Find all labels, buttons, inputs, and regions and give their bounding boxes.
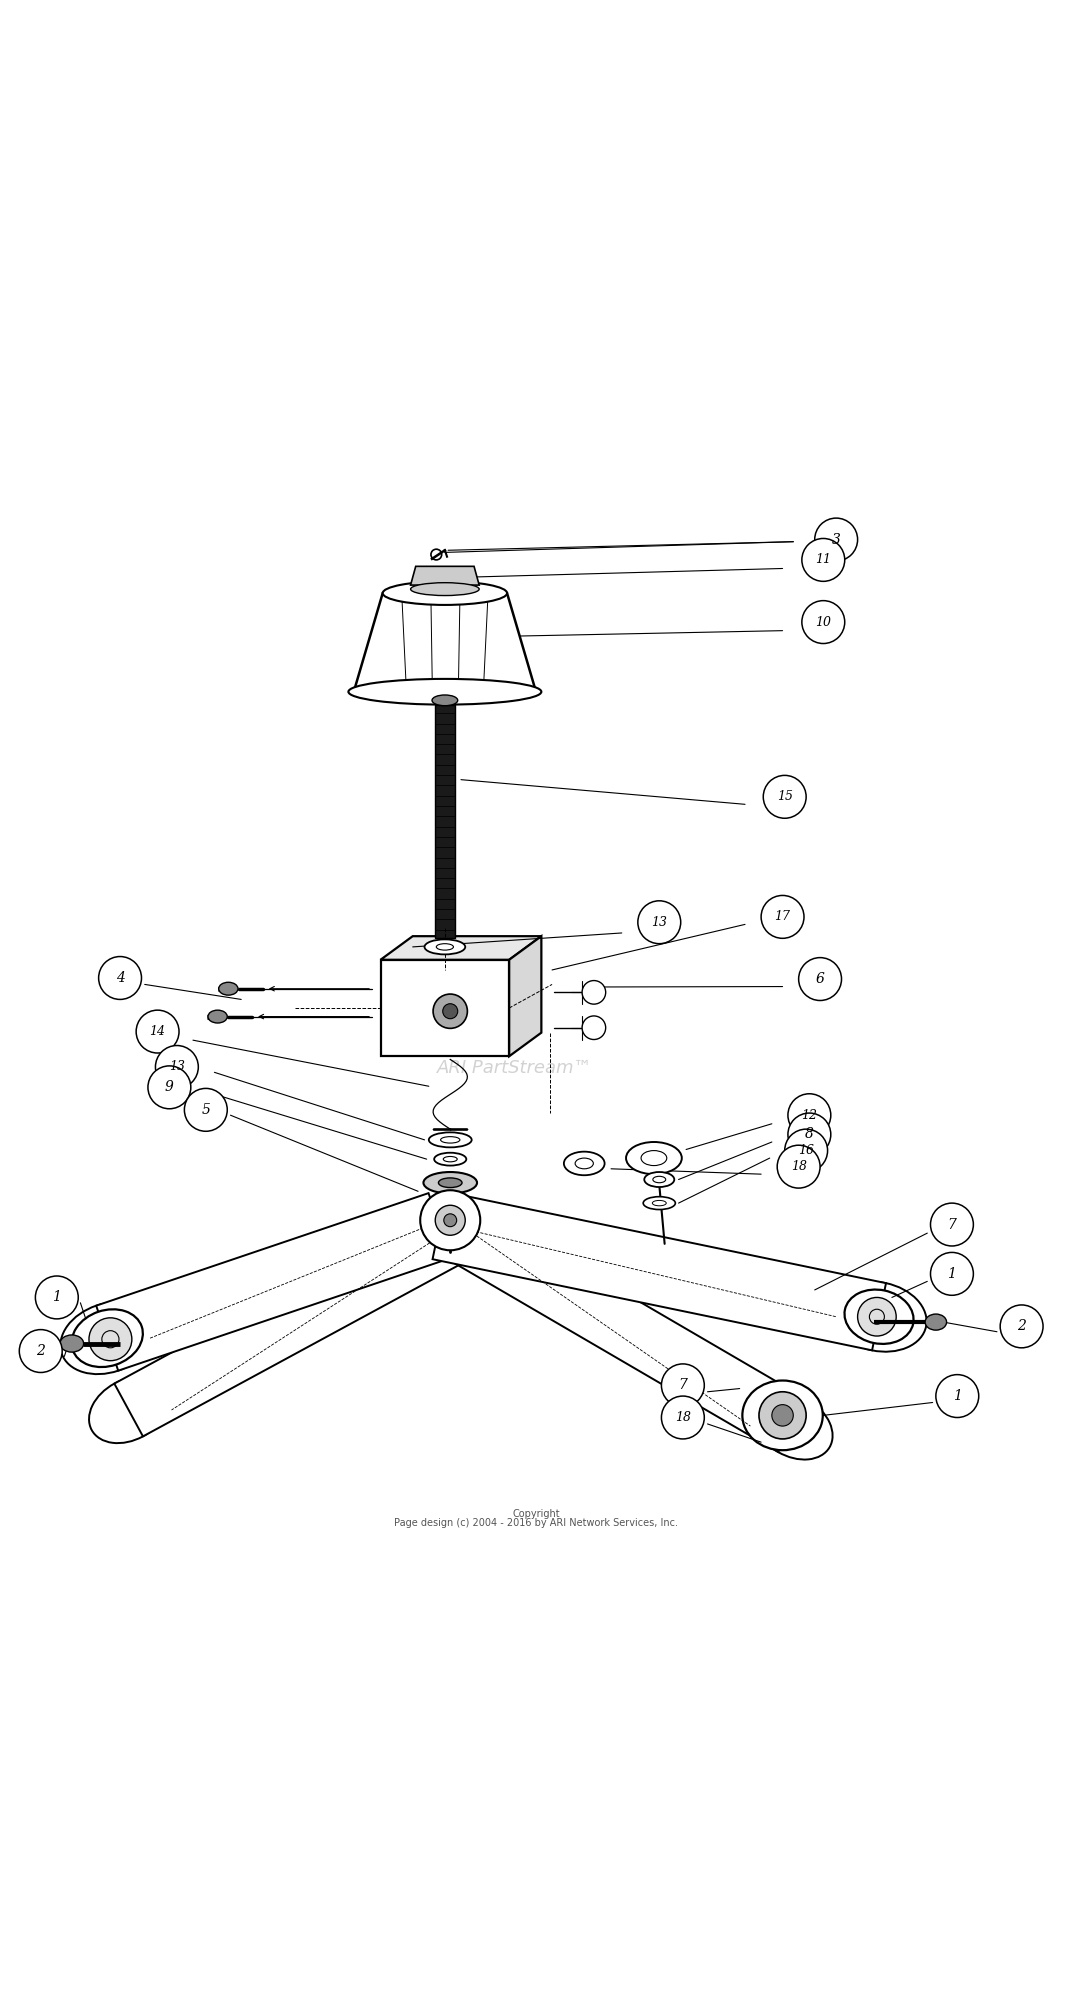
Circle shape: [772, 1405, 793, 1425]
Circle shape: [155, 1046, 198, 1089]
Circle shape: [858, 1298, 896, 1337]
Ellipse shape: [60, 1335, 84, 1353]
Ellipse shape: [432, 696, 458, 706]
Polygon shape: [444, 1206, 808, 1452]
Ellipse shape: [348, 679, 541, 706]
Text: 2: 2: [36, 1345, 45, 1359]
Polygon shape: [96, 1193, 450, 1371]
Text: 10: 10: [816, 615, 831, 629]
Ellipse shape: [626, 1141, 682, 1173]
Circle shape: [788, 1095, 831, 1137]
Circle shape: [582, 1016, 606, 1040]
Ellipse shape: [219, 982, 238, 996]
Text: 18: 18: [791, 1159, 806, 1173]
Circle shape: [433, 994, 467, 1028]
Circle shape: [184, 1089, 227, 1131]
Ellipse shape: [644, 1171, 674, 1187]
Circle shape: [788, 1113, 831, 1155]
Circle shape: [443, 1004, 458, 1018]
Circle shape: [930, 1204, 973, 1246]
Circle shape: [444, 1214, 457, 1226]
Text: 9: 9: [165, 1081, 174, 1095]
Circle shape: [661, 1395, 704, 1439]
Polygon shape: [435, 706, 455, 937]
Text: 6: 6: [816, 972, 824, 986]
Text: 18: 18: [675, 1411, 690, 1423]
Text: 13: 13: [652, 915, 667, 929]
Text: 12: 12: [802, 1109, 817, 1121]
Polygon shape: [115, 1206, 473, 1435]
Ellipse shape: [434, 1153, 466, 1165]
Circle shape: [435, 1206, 465, 1236]
Circle shape: [815, 518, 858, 560]
Text: 14: 14: [150, 1024, 165, 1038]
Ellipse shape: [89, 1377, 168, 1443]
Text: 2: 2: [1017, 1318, 1026, 1333]
Ellipse shape: [421, 569, 468, 585]
Circle shape: [99, 956, 142, 1000]
Circle shape: [802, 538, 845, 581]
Circle shape: [136, 1010, 179, 1052]
Polygon shape: [411, 566, 479, 585]
Polygon shape: [509, 935, 541, 1056]
Ellipse shape: [564, 1151, 605, 1175]
Ellipse shape: [60, 1302, 154, 1375]
Polygon shape: [354, 593, 536, 691]
Circle shape: [763, 776, 806, 818]
Circle shape: [802, 601, 845, 643]
Circle shape: [35, 1276, 78, 1318]
Text: 13: 13: [169, 1060, 184, 1073]
Text: 11: 11: [816, 554, 831, 566]
Ellipse shape: [643, 1198, 675, 1210]
Ellipse shape: [208, 1010, 227, 1022]
Circle shape: [19, 1331, 62, 1373]
Text: 15: 15: [777, 790, 792, 802]
Polygon shape: [381, 935, 541, 960]
Circle shape: [936, 1375, 979, 1417]
Circle shape: [777, 1145, 820, 1187]
Circle shape: [930, 1252, 973, 1296]
Circle shape: [799, 958, 842, 1000]
Circle shape: [148, 1066, 191, 1109]
Circle shape: [785, 1129, 828, 1171]
Text: 1: 1: [53, 1290, 61, 1304]
Circle shape: [420, 1189, 480, 1250]
Circle shape: [1000, 1304, 1043, 1349]
Circle shape: [89, 1318, 132, 1361]
Text: 5: 5: [202, 1103, 210, 1117]
Text: ARI PartStream™: ARI PartStream™: [436, 1058, 593, 1077]
Ellipse shape: [742, 1381, 823, 1450]
Text: Copyright: Copyright: [512, 1510, 560, 1518]
Ellipse shape: [832, 1282, 926, 1351]
Text: 7: 7: [679, 1379, 687, 1393]
Ellipse shape: [754, 1393, 833, 1460]
Circle shape: [759, 1391, 806, 1439]
Text: 17: 17: [775, 911, 790, 923]
Text: 7: 7: [948, 1218, 956, 1232]
Text: 16: 16: [799, 1143, 814, 1157]
Ellipse shape: [429, 1133, 472, 1147]
Ellipse shape: [411, 583, 479, 595]
Circle shape: [761, 895, 804, 937]
Ellipse shape: [438, 1177, 462, 1187]
Text: 4: 4: [116, 972, 124, 986]
Polygon shape: [381, 960, 509, 1056]
Text: 3: 3: [832, 532, 840, 546]
Ellipse shape: [845, 1290, 913, 1345]
Circle shape: [661, 1365, 704, 1407]
Polygon shape: [433, 1191, 885, 1351]
Text: 1: 1: [948, 1266, 956, 1280]
Ellipse shape: [925, 1314, 947, 1331]
Ellipse shape: [72, 1308, 143, 1367]
Ellipse shape: [383, 581, 507, 605]
Ellipse shape: [423, 1171, 477, 1193]
Text: Page design (c) 2004 - 2016 by ARI Network Services, Inc.: Page design (c) 2004 - 2016 by ARI Netwo…: [394, 1518, 678, 1528]
Ellipse shape: [425, 939, 465, 954]
Text: 1: 1: [953, 1389, 962, 1403]
Circle shape: [638, 901, 681, 943]
Text: 8: 8: [805, 1127, 814, 1141]
Circle shape: [582, 980, 606, 1004]
